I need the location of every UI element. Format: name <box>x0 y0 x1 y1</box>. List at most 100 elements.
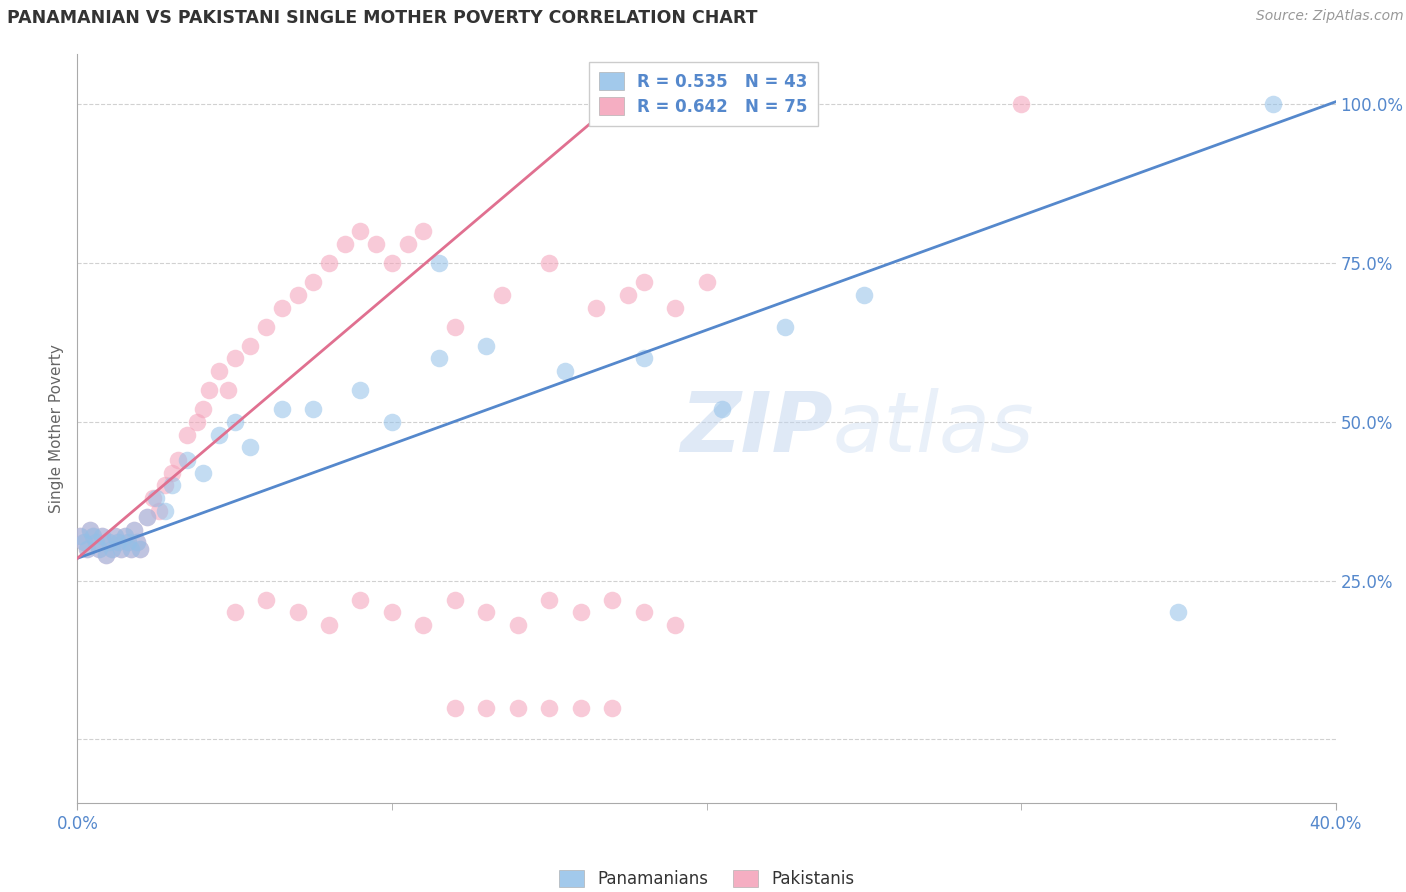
Point <box>711 402 734 417</box>
Point <box>176 453 198 467</box>
Point <box>852 288 875 302</box>
Text: ZIP: ZIP <box>679 388 832 468</box>
Point <box>94 548 117 562</box>
Point <box>76 541 98 556</box>
Point <box>82 529 104 543</box>
Point <box>69 529 91 543</box>
Point <box>79 523 101 537</box>
Point <box>773 319 796 334</box>
Point <box>135 510 157 524</box>
Point <box>114 529 136 543</box>
Point <box>318 256 340 270</box>
Point <box>302 402 325 417</box>
Point <box>239 338 262 352</box>
Point <box>600 592 623 607</box>
Point <box>287 605 309 619</box>
Point <box>633 275 655 289</box>
Point <box>122 523 145 537</box>
Point <box>1167 605 1189 619</box>
Point <box>217 383 239 397</box>
Point <box>191 466 215 480</box>
Point <box>208 364 231 378</box>
Point <box>287 288 309 302</box>
Point <box>427 256 450 270</box>
Y-axis label: Single Mother Poverty: Single Mother Poverty <box>49 343 65 513</box>
Point <box>148 504 170 518</box>
Point <box>444 700 467 714</box>
Point <box>1261 97 1284 112</box>
Point <box>84 535 107 549</box>
Point <box>82 529 104 543</box>
Point <box>110 541 132 556</box>
Point <box>506 618 529 632</box>
Text: PANAMANIAN VS PAKISTANI SINGLE MOTHER POVERTY CORRELATION CHART: PANAMANIAN VS PAKISTANI SINGLE MOTHER PO… <box>7 9 758 27</box>
Point <box>270 301 292 315</box>
Point <box>381 605 404 619</box>
Point <box>104 529 127 543</box>
Point <box>129 541 152 556</box>
Point <box>114 529 136 543</box>
Point <box>444 592 467 607</box>
Point <box>142 491 165 505</box>
Point <box>208 427 231 442</box>
Point <box>444 319 467 334</box>
Point <box>333 237 356 252</box>
Point <box>145 491 167 505</box>
Point <box>349 592 371 607</box>
Point <box>107 535 129 549</box>
Point <box>381 415 404 429</box>
Point <box>129 541 152 556</box>
Point <box>664 301 686 315</box>
Point <box>554 364 576 378</box>
Text: Source: ZipAtlas.com: Source: ZipAtlas.com <box>1256 9 1403 23</box>
Point <box>349 383 371 397</box>
Point <box>97 535 120 549</box>
Point <box>538 700 561 714</box>
Point <box>254 319 277 334</box>
Point <box>538 256 561 270</box>
Point <box>427 351 450 366</box>
Point <box>120 541 142 556</box>
Point <box>239 440 262 454</box>
Point <box>224 605 246 619</box>
Point <box>538 592 561 607</box>
Point <box>110 541 132 556</box>
Point <box>664 618 686 632</box>
Point <box>412 618 434 632</box>
Point <box>617 288 640 302</box>
Point <box>475 605 498 619</box>
Point <box>600 700 623 714</box>
Point <box>396 237 419 252</box>
Point <box>633 351 655 366</box>
Point <box>585 301 607 315</box>
Point <box>91 529 114 543</box>
Point <box>79 523 101 537</box>
Point <box>475 338 498 352</box>
Text: atlas: atlas <box>832 388 1033 468</box>
Point <box>254 592 277 607</box>
Point <box>475 700 498 714</box>
Point <box>633 605 655 619</box>
Point <box>155 504 177 518</box>
Point <box>160 478 183 492</box>
Point <box>569 700 592 714</box>
Point <box>101 541 124 556</box>
Point <box>72 535 94 549</box>
Point <box>104 529 127 543</box>
Point <box>569 605 592 619</box>
Point <box>120 541 142 556</box>
Point <box>122 523 145 537</box>
Point <box>318 618 340 632</box>
Point <box>198 383 221 397</box>
Point <box>69 529 91 543</box>
Point <box>89 541 111 556</box>
Point <box>1010 97 1032 112</box>
Point <box>491 288 513 302</box>
Point <box>91 529 114 543</box>
Point <box>349 224 371 238</box>
Point <box>97 535 120 549</box>
Point <box>76 541 98 556</box>
Point <box>302 275 325 289</box>
Point <box>127 535 149 549</box>
Point <box>117 535 139 549</box>
